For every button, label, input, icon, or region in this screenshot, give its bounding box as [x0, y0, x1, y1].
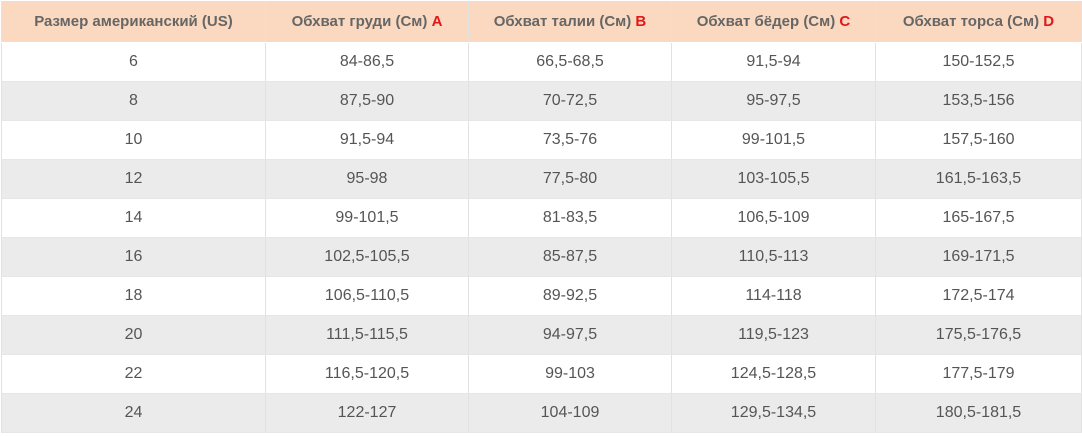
header-text: Обхват бёдер (См)	[696, 13, 836, 30]
table-cell: 169-171,5	[875, 237, 1082, 277]
table-cell: 81-83,5	[468, 198, 672, 238]
table-cell: 70-72,5	[468, 81, 672, 121]
table-body: 6 84-86,5 66,5-68,5 91,5-94 150-152,5 8 87,5-9…	[1, 42, 1082, 433]
table-row: 22 116,5-120,5 99-103 124,5-128,5 177,5-179	[1, 354, 1082, 394]
table-cell: 91,5-94	[265, 120, 469, 160]
header-letter: C	[839, 13, 851, 30]
table-cell: 175,5-176,5	[875, 315, 1082, 355]
table-cell: 103-105,5	[671, 159, 876, 199]
table-cell: 116,5-120,5	[265, 354, 469, 394]
table-cell: 22	[1, 354, 266, 394]
table-cell: 77,5-80	[468, 159, 672, 199]
table-cell: 153,5-156	[875, 81, 1082, 121]
header-text: Размер американский (US)	[34, 13, 233, 30]
table-cell: 161,5-163,5	[875, 159, 1082, 199]
table-cell: 104-109	[468, 393, 672, 433]
table-row: 16 102,5-105,5 85-87,5 110,5-113 169-171,5	[1, 237, 1082, 277]
header-text: Обхват груди (См)	[291, 13, 428, 30]
header-letter: B	[635, 13, 647, 30]
header-cell: Обхват бёдер (См) C	[671, 1, 876, 43]
table-cell: 99-103	[468, 354, 672, 394]
table-cell: 73,5-76	[468, 120, 672, 160]
header-cell: Обхват груди (См) A	[265, 1, 469, 43]
table-cell: 129,5-134,5	[671, 393, 876, 433]
table-cell: 110,5-113	[671, 237, 876, 277]
table-cell: 99-101,5	[265, 198, 469, 238]
table-cell: 14	[1, 198, 266, 238]
table-cell: 99-101,5	[671, 120, 876, 160]
table-cell: 95-98	[265, 159, 469, 199]
table-cell: 91,5-94	[671, 42, 876, 82]
table-cell: 18	[1, 276, 266, 316]
header-cell: Размер американский (US)	[1, 1, 266, 43]
header-cell: Обхват талии (См) B	[468, 1, 672, 43]
table-cell: 114-118	[671, 276, 876, 316]
table-cell: 177,5-179	[875, 354, 1082, 394]
table-row: 20 111,5-115,5 94-97,5 119,5-123 175,5-176,5	[1, 315, 1082, 355]
header-text: Обхват талии (См)	[493, 13, 632, 30]
header-text: Обхват торса (См)	[902, 13, 1040, 30]
table-cell: 85-87,5	[468, 237, 672, 277]
table-cell: 8	[1, 81, 266, 121]
header-cell: Обхват торса (См) D	[875, 1, 1082, 43]
table-cell: 66,5-68,5	[468, 42, 672, 82]
header-letter: D	[1043, 13, 1055, 30]
table-cell: 89-92,5	[468, 276, 672, 316]
table-cell: 150-152,5	[875, 42, 1082, 82]
table-cell: 10	[1, 120, 266, 160]
table-cell: 94-97,5	[468, 315, 672, 355]
table-cell: 24	[1, 393, 266, 433]
table-cell: 12	[1, 159, 266, 199]
header-letter: A	[431, 13, 443, 30]
table-row: 6 84-86,5 66,5-68,5 91,5-94 150-152,5	[1, 42, 1082, 82]
table-cell: 172,5-174	[875, 276, 1082, 316]
table-cell: 95-97,5	[671, 81, 876, 121]
table-cell: 122-127	[265, 393, 469, 433]
table-cell: 84-86,5	[265, 42, 469, 82]
table-cell: 124,5-128,5	[671, 354, 876, 394]
table-row: 24 122-127 104-109 129,5-134,5 180,5-181,5	[1, 393, 1082, 433]
table-cell: 16	[1, 237, 266, 277]
table-cell: 20	[1, 315, 266, 355]
table-row: 14 99-101,5 81-83,5 106,5-109 165-167,5	[1, 198, 1082, 238]
header-row: Размер американский (US) Обхват груди (См…	[1, 1, 1082, 43]
table-cell: 111,5-115,5	[265, 315, 469, 355]
table-cell: 106,5-110,5	[265, 276, 469, 316]
table-cell: 165-167,5	[875, 198, 1082, 238]
table-row: 8 87,5-90 70-72,5 95-97,5 153,5-156	[1, 81, 1082, 121]
table-cell: 119,5-123	[671, 315, 876, 355]
table-row: 10 91,5-94 73,5-76 99-101,5 157,5-160	[1, 120, 1082, 160]
table-row: 18 106,5-110,5 89-92,5 114-118 172,5-174	[1, 276, 1082, 316]
table-row: 12 95-98 77,5-80 103-105,5 161,5-163,5	[1, 159, 1082, 199]
table-cell: 6	[1, 42, 266, 82]
table-cell: 157,5-160	[875, 120, 1082, 160]
table-cell: 106,5-109	[671, 198, 876, 238]
table-cell: 102,5-105,5	[265, 237, 469, 277]
table-cell: 180,5-181,5	[875, 393, 1082, 433]
table-cell: 87,5-90	[265, 81, 469, 121]
